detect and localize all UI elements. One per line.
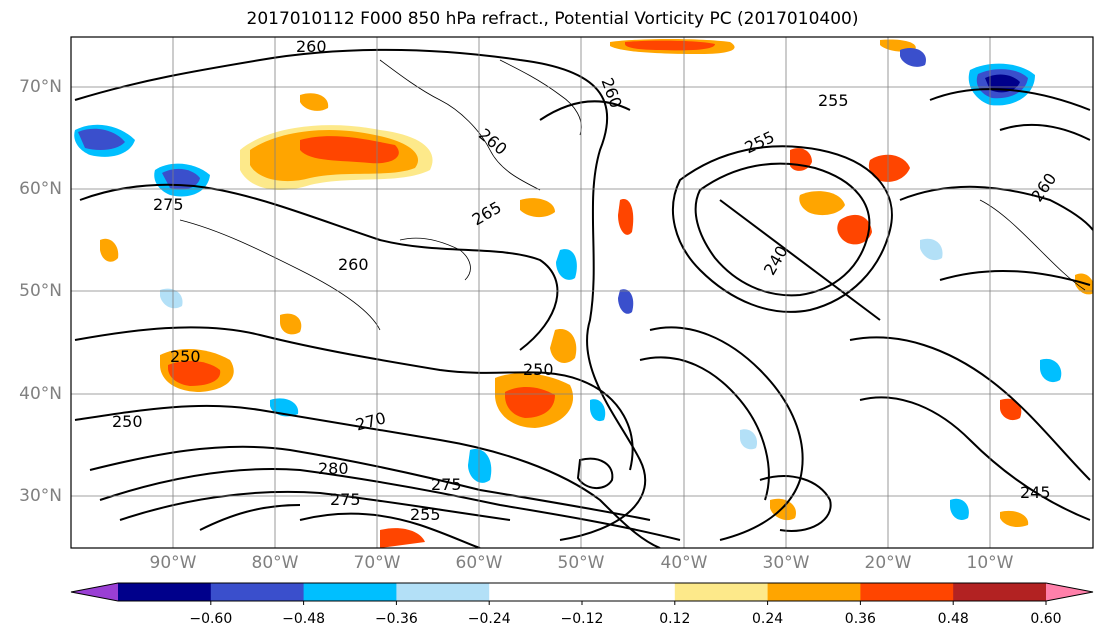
contour-label: 275	[431, 475, 462, 494]
lon-label-30w: 30°W	[762, 553, 810, 573]
lon-label-40w: 40°W	[660, 553, 708, 573]
colorbar-segment	[674, 583, 769, 601]
map-frame	[70, 36, 1094, 549]
colorbar-segment	[582, 583, 676, 601]
colorbar-tick-label: −0.12	[560, 611, 604, 627]
lat-label-30n: 30°N	[19, 486, 62, 506]
colorbar-segment	[118, 583, 212, 601]
colorbar-tick-label: −0.48	[282, 611, 326, 627]
lon-label-50w: 50°W	[557, 553, 605, 573]
coastlines	[179, 59, 1086, 331]
contour-label: 275	[153, 195, 184, 214]
colorbar-outline	[70, 582, 1094, 602]
colorbar-segment	[210, 583, 305, 601]
figure-title: 2017010112 F000 850 hPa refract., Potent…	[246, 9, 859, 29]
contour-label: 255	[410, 505, 441, 524]
shading-positive	[100, 39, 1093, 548]
gridlines	[71, 37, 1093, 548]
lon-label-10w: 10°W	[966, 553, 1014, 573]
lon-label-70w: 70°W	[353, 553, 401, 573]
colorbar-tick-label: 0.12	[659, 611, 691, 627]
colorbar-segment	[396, 583, 490, 601]
colorbar-segment	[303, 583, 397, 601]
contour-label: 250	[170, 347, 201, 366]
contour-label: 260	[338, 255, 369, 274]
colorbar-tick-label: 0.36	[844, 611, 876, 627]
colorbar-tick-label: 0.24	[752, 611, 784, 627]
contour-label: 255	[818, 91, 849, 110]
colorbar-segment	[860, 583, 954, 601]
shading-negative	[74, 47, 1062, 520]
lat-label-40n: 40°N	[19, 384, 62, 404]
lon-label-20w: 20°W	[864, 553, 912, 573]
contour-label: 275	[330, 490, 361, 509]
contour-label: 250	[112, 412, 143, 431]
colorbar-tick-label: −0.60	[189, 611, 233, 627]
colorbar-tick-label: −0.24	[467, 611, 511, 627]
colorbar-segment	[767, 583, 861, 601]
contour-label: 280	[318, 459, 349, 478]
contours	[74, 48, 1093, 548]
contour-label: 245	[1020, 483, 1051, 502]
lat-label-70n: 70°N	[19, 77, 62, 97]
lat-label-60n: 60°N	[19, 179, 62, 199]
colorbar-segment	[953, 583, 1047, 601]
lon-label-80w: 80°W	[251, 553, 299, 573]
colorbar	[70, 582, 1094, 605]
lon-label-60w: 60°W	[455, 553, 503, 573]
lat-label-50n: 50°N	[19, 281, 62, 301]
colorbar-extend-left	[71, 583, 118, 601]
colorbar-tick-label: 0.60	[1030, 611, 1062, 627]
colorbar-extend-right	[1046, 583, 1093, 601]
colorbar-tick-label: −0.36	[374, 611, 418, 627]
contour-label: 260	[296, 37, 327, 56]
contour-label: 250	[523, 360, 554, 379]
lon-label-90w: 90°W	[149, 553, 197, 573]
colorbar-tick-label: 0.48	[937, 611, 969, 627]
colorbar-segment	[489, 583, 583, 601]
